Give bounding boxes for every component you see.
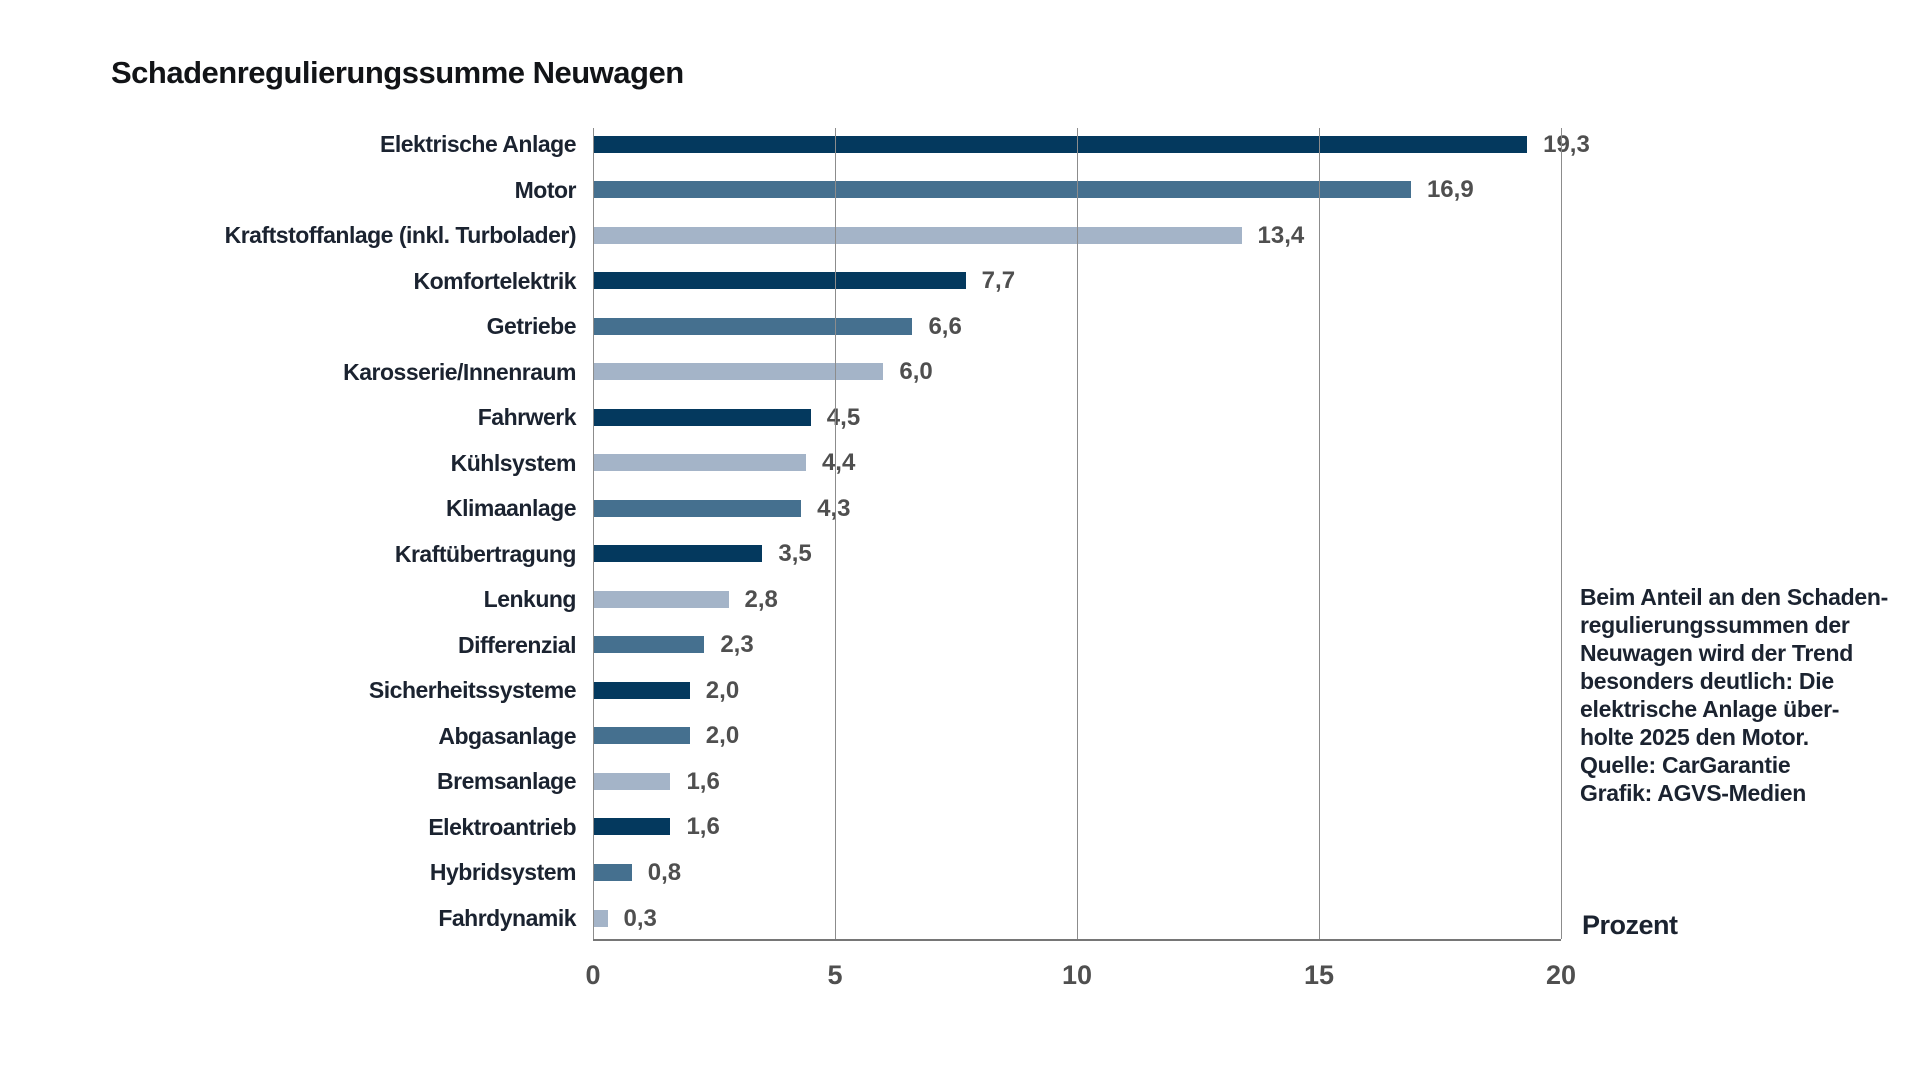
annotation-line: elektrische Anlage über-	[1580, 696, 1840, 722]
category-label: Getriebe	[486, 313, 577, 340]
bar-row: Kraftstoffanlage (inkl. Turbolader) 13,4	[0, 214, 1920, 258]
bar	[593, 590, 729, 608]
annotation-line: regulierungssummen der	[1580, 612, 1850, 638]
category-label: Abgasanlage	[438, 722, 576, 749]
value-label: 4,3	[817, 494, 851, 522]
value-label: 7,7	[981, 267, 1016, 295]
x-tick-label: 5	[827, 960, 843, 990]
x-axis-unit-label: Prozent	[1582, 910, 1678, 940]
category-label: Klimaanlage	[446, 495, 577, 522]
bar	[593, 818, 671, 836]
value-label: 6,6	[928, 312, 962, 340]
value-label: 4,4	[821, 449, 856, 477]
bar-row: Differenzial 2,3	[0, 623, 1920, 667]
category-label: Differenzial	[458, 631, 576, 658]
bar	[593, 454, 806, 472]
bar-row: Kraftübertragung 3,5	[0, 532, 1920, 576]
value-label: 3,5	[778, 540, 812, 568]
x-tick-label: 0	[585, 960, 601, 990]
value-label: 19,3	[1543, 130, 1590, 158]
value-label: 2,0	[705, 722, 740, 750]
bar-row: Klimaanlage 4,3	[0, 487, 1920, 531]
category-label: Karosserie/Innenraum	[343, 358, 576, 385]
bar	[593, 681, 690, 699]
category-label: Elektrische Anlage	[380, 131, 576, 157]
bar	[593, 226, 1242, 244]
bar	[593, 272, 966, 290]
value-label: 2,3	[720, 631, 754, 659]
category-label: Bremsanlage	[437, 768, 576, 795]
bar	[593, 135, 1528, 153]
annotation-line: Neuwagen wird der Trend	[1580, 640, 1853, 666]
category-label: Sicherheitssysteme	[368, 677, 577, 704]
bar-row: Komfortelektrik 7,7	[0, 259, 1920, 303]
bar	[593, 317, 913, 335]
annotation-line: holte 2025 den Motor.	[1580, 724, 1809, 750]
category-label: Kühlsystem	[450, 449, 577, 476]
bar-row: Bremsanlage 1,6	[0, 760, 1920, 804]
bar-row: Sicherheitssysteme 2,0	[0, 669, 1920, 713]
value-label: 6,0	[899, 358, 933, 386]
category-label: Elektroantrieb	[428, 813, 576, 840]
category-label: Lenkung	[483, 586, 577, 613]
category-label: Kraftstoffanlage (inkl. Turbolader)	[224, 222, 577, 249]
value-label: 1,6	[686, 767, 720, 795]
annotation-line: Beim Anteil an den Schaden-	[1580, 584, 1888, 610]
chart-title: Schadenregulierungssumme Neuwagen	[111, 55, 684, 90]
bar-row: Fahrdynamik 0,3	[0, 897, 1920, 941]
bar	[593, 408, 811, 426]
bar	[593, 727, 690, 745]
x-tick-label: 10	[1061, 960, 1093, 990]
category-label: Kraftübertragung	[394, 540, 577, 567]
x-tick-label: 20	[1545, 960, 1577, 990]
value-label: 2,8	[744, 585, 778, 613]
bar-row: Abgasanlage 2,0	[0, 714, 1920, 758]
bar	[593, 636, 705, 654]
bar-row: Elektroantrieb 1,6	[0, 805, 1920, 849]
category-label: Motor	[514, 176, 577, 203]
bar	[593, 499, 802, 517]
category-label: Komfortelektrik	[413, 267, 577, 294]
bar-row: Motor 16,9	[0, 168, 1920, 212]
bar	[593, 863, 632, 881]
value-label: 2,0	[705, 676, 740, 704]
bar-row: Fahrwerk 4,5	[0, 396, 1920, 440]
category-label: Fahrwerk	[477, 404, 577, 431]
annotation-line: Quelle: CarGarantie	[1580, 752, 1791, 778]
bar-row: Getriebe 6,6	[0, 305, 1920, 349]
bar	[593, 363, 884, 381]
bar-row: Hybridsystem 0,8	[0, 851, 1920, 895]
value-label: 13,4	[1257, 221, 1305, 249]
bar-row: Kühlsystem 4,4	[0, 441, 1920, 485]
category-label: Fahrdynamik	[438, 905, 576, 931]
bar	[593, 545, 763, 563]
value-label: 0,3	[623, 904, 657, 932]
annotation-line: besonders deutlich: Die	[1580, 668, 1834, 694]
value-label: 0,8	[647, 858, 682, 886]
x-tick-label: 15	[1303, 960, 1335, 990]
annotation-line: Grafik: AGVS-Medien	[1580, 780, 1807, 806]
bar	[593, 772, 671, 790]
bar-row: Karosserie/Innenraum 6,0	[0, 350, 1920, 394]
bar	[593, 909, 608, 927]
value-label: 4,5	[826, 403, 861, 431]
category-label: Hybridsystem	[429, 859, 577, 886]
value-label: 1,6	[686, 813, 720, 841]
annotation-text: Beim Anteil an den Schaden-regulierungss…	[1580, 583, 1915, 807]
value-label: 16,9	[1426, 176, 1474, 204]
bar-row: Elektrische Anlage 19,3	[0, 123, 1920, 167]
bar	[593, 181, 1411, 199]
bar-row: Lenkung 2,8	[0, 578, 1920, 622]
